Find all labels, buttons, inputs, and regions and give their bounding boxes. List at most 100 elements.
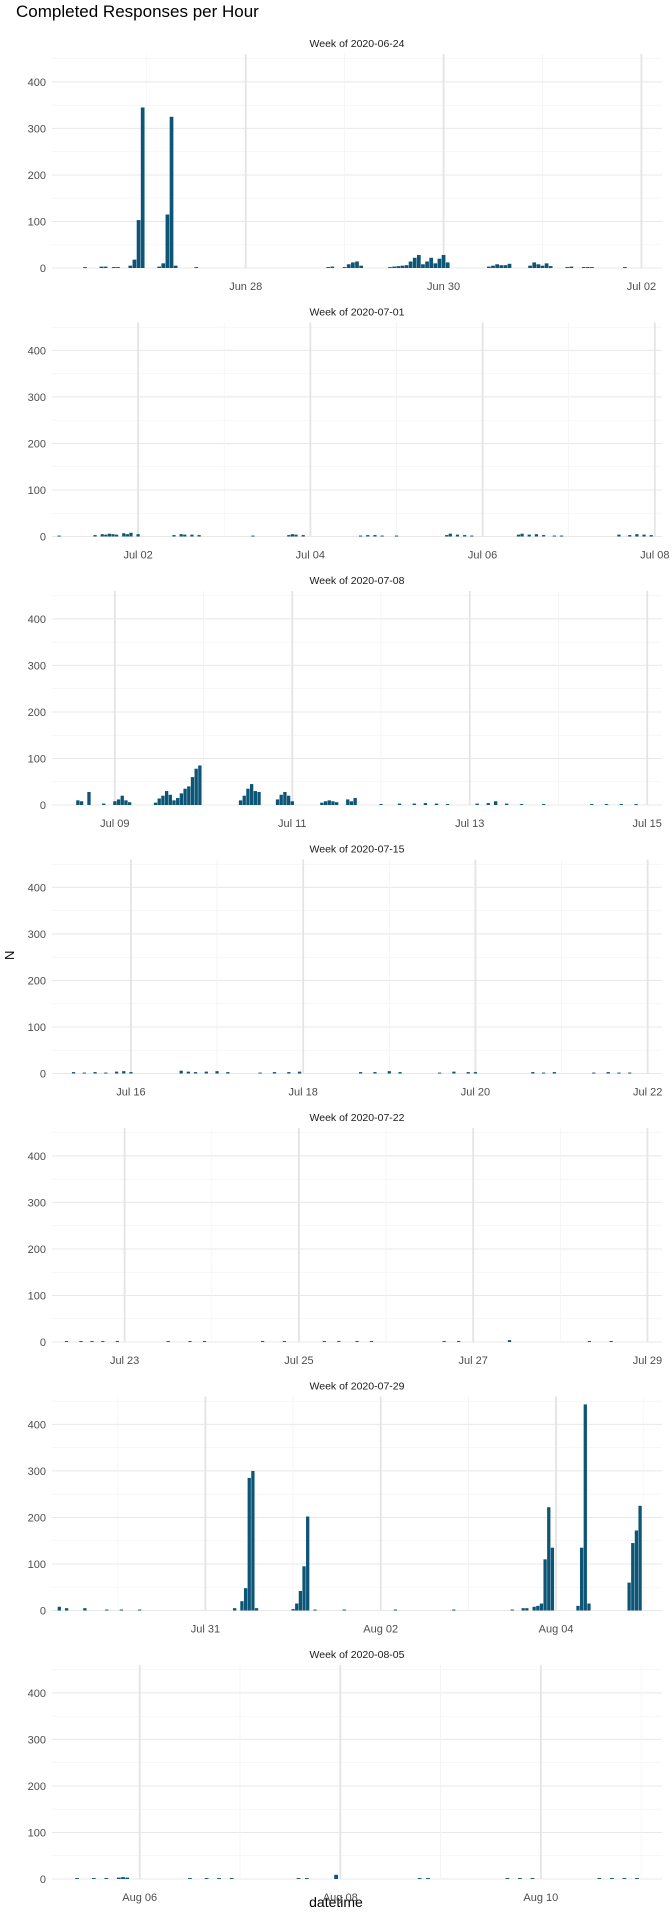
bar (536, 1605, 540, 1611)
bar (102, 803, 106, 805)
bar (193, 1072, 198, 1074)
bar (79, 1341, 83, 1342)
bar (157, 798, 161, 805)
bar (355, 261, 359, 268)
bar (585, 267, 590, 268)
bar (243, 1588, 248, 1611)
bar (113, 801, 117, 805)
bar (398, 1072, 402, 1074)
bar (295, 1603, 299, 1611)
bar (569, 266, 574, 268)
bar (186, 1071, 190, 1074)
bar (204, 1878, 209, 1879)
bar (505, 1878, 510, 1879)
facet-strip-label: Week of 2020-06-24 (310, 38, 405, 50)
bar (532, 1606, 536, 1611)
bar (416, 254, 421, 268)
bar (527, 534, 531, 537)
facet-strip-label: Week of 2020-07-29 (310, 1381, 405, 1393)
bar (287, 1072, 291, 1074)
bar (635, 1878, 639, 1879)
bar (392, 266, 396, 268)
x-tick-label: Jul 20 (461, 1087, 490, 1099)
bar (190, 777, 195, 805)
bar (179, 1070, 183, 1074)
bar (519, 804, 524, 805)
x-tick-label: Aug 02 (363, 1624, 398, 1636)
bar (442, 1341, 446, 1342)
bar (275, 799, 280, 805)
bar (505, 803, 509, 805)
y-tick-label: 200 (28, 707, 46, 719)
bar (93, 535, 97, 537)
bar (323, 801, 328, 805)
bar (197, 535, 201, 537)
bar (172, 800, 176, 805)
bar (587, 1341, 592, 1342)
bar (507, 1340, 512, 1342)
bar (642, 534, 646, 537)
bar (128, 265, 133, 268)
bar (257, 791, 261, 805)
bar (198, 765, 202, 805)
bar (136, 534, 140, 537)
bar (279, 794, 283, 805)
bar (534, 534, 539, 537)
bar (229, 1878, 234, 1879)
x-tick-label: Jul 22 (633, 1087, 662, 1099)
bar (425, 261, 429, 268)
bar (475, 803, 479, 805)
bar (129, 532, 133, 537)
bar (249, 784, 254, 805)
bar (87, 791, 91, 805)
bar (93, 1072, 97, 1074)
bar (100, 534, 104, 537)
bar (132, 259, 137, 268)
y-tick-label: 300 (28, 1734, 46, 1746)
bar (111, 267, 116, 268)
bar (590, 804, 594, 805)
bar (429, 257, 434, 268)
bar (247, 1477, 251, 1611)
y-tick-label: 200 (28, 170, 46, 182)
y-tick-label: 400 (28, 1688, 46, 1700)
bar (525, 1608, 529, 1611)
bar (107, 533, 112, 537)
bar (124, 800, 128, 805)
bar (290, 801, 294, 805)
bar (116, 1877, 121, 1879)
bar (359, 265, 363, 268)
y-tick-label: 200 (28, 975, 46, 987)
bar (457, 1341, 461, 1342)
bar (246, 788, 250, 805)
bar (559, 535, 564, 537)
bar (470, 535, 474, 537)
bar (441, 254, 446, 268)
bar (99, 266, 104, 268)
x-tick-label: Jul 04 (296, 550, 325, 562)
bar (179, 534, 183, 537)
bar (550, 1547, 555, 1611)
y-tick-label: 100 (28, 1559, 46, 1571)
bar (412, 803, 416, 805)
bar (617, 1072, 621, 1074)
chart-title: Completed Responses per Hour (16, 2, 259, 21)
bar (194, 267, 199, 268)
bar (579, 1547, 584, 1611)
bar (521, 1608, 525, 1611)
bar (298, 1590, 303, 1611)
bar (353, 798, 357, 805)
bar (116, 799, 121, 805)
x-tick-label: Jul 25 (284, 1355, 313, 1367)
bar (393, 1609, 397, 1611)
y-tick-label: 200 (28, 1781, 46, 1793)
bar (194, 768, 198, 805)
bar (330, 266, 335, 268)
y-tick-label: 200 (28, 1244, 46, 1256)
bar (628, 535, 632, 537)
facet-strip-label: Week of 2020-07-15 (310, 844, 405, 856)
y-tick-label: 100 (28, 753, 46, 765)
y-tick-label: 0 (40, 263, 46, 275)
bar (417, 1878, 422, 1879)
